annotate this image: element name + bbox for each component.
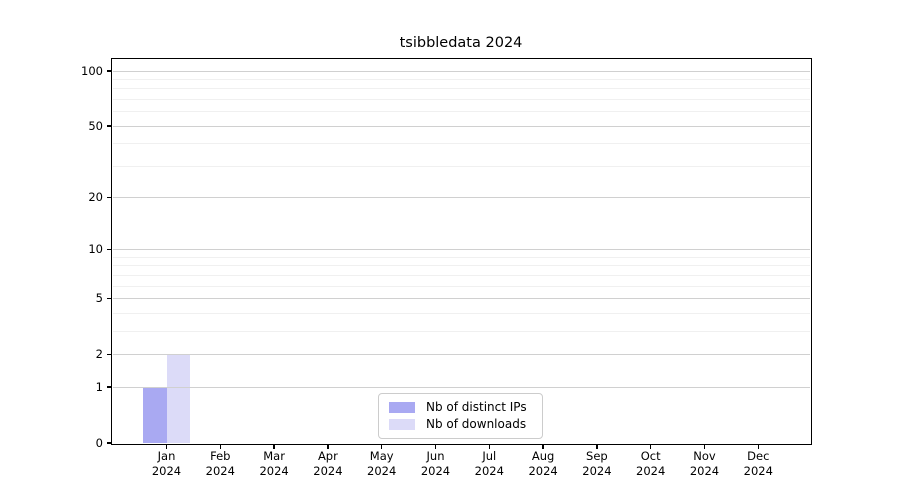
x-axis-tick (165, 444, 168, 449)
gridline-minor (112, 143, 810, 145)
gridline-major (112, 353, 810, 355)
y-tick-label: 50 (88, 118, 103, 133)
y-axis-tick (106, 70, 112, 72)
y-tick-label: 20 (88, 190, 103, 205)
y-tick-label: 0 (95, 435, 103, 450)
x-axis-tick (596, 444, 598, 449)
x-tick-label: Jun 2024 (420, 449, 451, 478)
x-axis-tick (273, 444, 275, 449)
y-axis-tick (106, 442, 112, 444)
x-axis-tick (434, 444, 437, 449)
legend-swatch-downloads (389, 418, 415, 430)
x-tick-label: Dec 2024 (743, 449, 773, 478)
gridline-minor (112, 256, 810, 258)
legend-row: Nb of distinct IPs (389, 399, 534, 416)
x-tick-label: Sep 2024 (582, 449, 612, 478)
gridline-major (112, 125, 810, 127)
gridline-minor (112, 111, 810, 113)
gridline-major (112, 197, 810, 199)
x-axis-tick (757, 444, 760, 449)
y-tick-label: 5 (95, 291, 103, 306)
y-tick-label: 10 (88, 242, 103, 257)
y-axis-tick (106, 125, 112, 127)
gridline-minor (112, 78, 810, 80)
y-axis-tick (106, 196, 112, 199)
y-axis-tick (106, 353, 112, 356)
y-axis-tick (106, 297, 112, 300)
y-tick-label: 1 (95, 379, 103, 394)
bar-distinct-ips (143, 387, 167, 443)
x-tick-label: Nov 2024 (689, 449, 720, 478)
x-tick-label: Jul 2024 (474, 449, 504, 478)
y-axis-tick (106, 386, 112, 388)
x-axis-tick (380, 444, 383, 449)
y-tick-label: 100 (81, 63, 103, 78)
bar-downloads (166, 354, 190, 443)
legend: Nb of distinct IPs Nb of downloads (378, 392, 543, 439)
gridline-minor (112, 88, 810, 90)
gridline-minor (112, 274, 810, 276)
x-axis-tick (488, 444, 491, 449)
legend-label-distinct-ips: Nb of distinct IPs (426, 400, 527, 414)
x-tick-label: Jan 2024 (151, 449, 182, 478)
x-axis-tick (219, 444, 222, 449)
y-tick-label: 2 (95, 346, 103, 361)
x-axis-tick (327, 444, 329, 449)
legend-label-downloads: Nb of downloads (426, 417, 527, 431)
x-axis-tick (649, 444, 652, 449)
gridline-major (112, 386, 810, 388)
y-axis-tick (106, 248, 112, 251)
x-axis-tick (703, 444, 706, 449)
x-axis-tick (542, 444, 544, 449)
gridline-minor (112, 98, 810, 100)
gridline-minor (112, 285, 810, 287)
gridline-major (112, 298, 810, 300)
gridline-minor (112, 312, 810, 314)
legend-swatch-distinct-ips (389, 401, 415, 413)
x-tick-label: Feb 2024 (205, 449, 235, 478)
gridline-minor (112, 265, 810, 267)
chart-title: tsibbledata 2024 (399, 35, 523, 51)
x-tick-label: May 2024 (367, 449, 397, 478)
x-tick-label: Aug 2024 (528, 449, 558, 478)
gridline-major (112, 249, 810, 251)
gridline-minor (112, 165, 810, 167)
legend-row: Nb of downloads (389, 416, 534, 433)
gridline-minor (112, 330, 810, 332)
x-tick-label: Mar 2024 (259, 449, 289, 478)
gridline-major (112, 70, 810, 72)
x-tick-label: Apr 2024 (313, 449, 343, 478)
x-tick-label: Oct 2024 (636, 449, 666, 478)
